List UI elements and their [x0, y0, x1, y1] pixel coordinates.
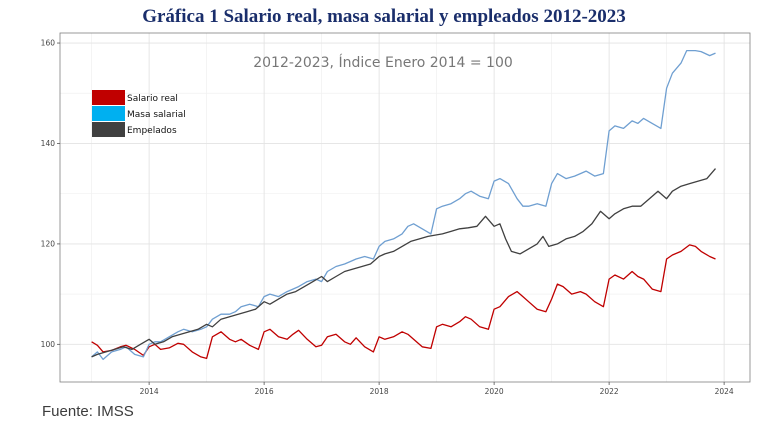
x-tick-label: 2024	[715, 387, 734, 396]
y-tick-label: 160	[41, 39, 56, 48]
chart-title: Gráfica 1 Salario real, masa salarial y …	[142, 6, 626, 27]
legend-label-masa-salarial: Masa salarial	[127, 110, 186, 120]
series-line-salario-real	[91, 244, 716, 360]
y-tick-label: 100	[41, 340, 56, 349]
legend-key-masa-salarial	[92, 106, 125, 121]
legend-label-salario-real: Salario real	[127, 94, 178, 104]
y-tick-label: 140	[41, 139, 56, 148]
x-tick-label: 2016	[255, 387, 274, 396]
series-line-empelados	[91, 168, 716, 358]
x-tick-label: 2020	[485, 387, 504, 396]
x-tick-label: 2014	[140, 387, 159, 396]
y-tick-label: 120	[41, 239, 56, 248]
plot-frame	[59, 32, 751, 383]
legend-label-empelados: Empelados	[127, 126, 177, 136]
source-note: Fuente: IMSS	[42, 403, 134, 420]
series-lines	[91, 49, 716, 361]
gridlines	[60, 33, 750, 382]
x-tick-label: 2022	[600, 387, 619, 396]
series-line-masa-salarial	[91, 49, 716, 361]
x-tick-label: 2018	[370, 387, 389, 396]
legend-key-empelados	[92, 122, 125, 137]
axes: 2014 2016 2018 2020 2022 2024 100 120 140 160	[41, 39, 734, 396]
chart-subtitle: 2012-2023, Índice Enero 2014 = 100	[253, 54, 513, 71]
legend: Salario real Masa salarial Empelados	[92, 90, 186, 137]
legend-key-salario-real	[92, 90, 125, 105]
